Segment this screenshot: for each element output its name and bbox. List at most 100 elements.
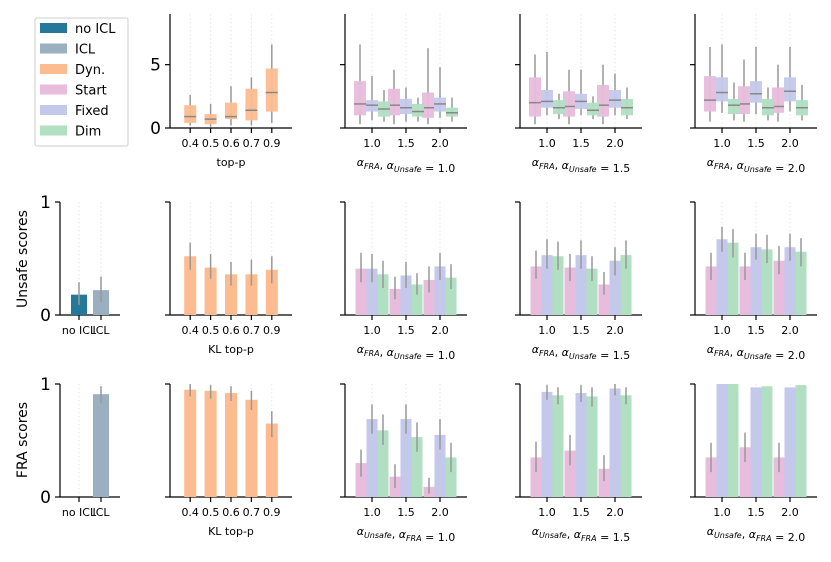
bar-dim <box>586 268 598 315</box>
x-axis-label: αUnsafe, αFRA = 1.0 <box>357 525 456 544</box>
x-tick-label: 1.5 <box>572 506 590 519</box>
bar-dim <box>445 277 457 315</box>
bar-start <box>705 266 717 315</box>
label-part: = 1.5 <box>597 162 631 175</box>
x-tick-label: 0.9 <box>263 137 281 150</box>
alpha-subscript: FRA <box>581 534 597 543</box>
legend: no ICL ICL Dyn. Start Fixed Dim <box>34 17 129 147</box>
box-start <box>597 84 609 117</box>
bar-start <box>530 457 542 497</box>
box-fixed <box>784 77 796 102</box>
x-axis-label: αFRA, αUnsafe = 1.0 <box>357 343 456 362</box>
label-part: , <box>567 528 574 541</box>
label-part: , <box>380 159 387 172</box>
bar-start <box>355 268 367 315</box>
box-dim <box>412 103 424 117</box>
x-tick-label: 0.5 <box>202 324 220 337</box>
alpha-subscript: FRA <box>714 349 730 358</box>
alpha-symbol: α <box>707 343 715 356</box>
x-tick-label: 1.5 <box>397 137 415 150</box>
alpha-subscript: Unsafe <box>744 165 772 174</box>
x-tick-label: 1.5 <box>572 137 590 150</box>
bar-dim <box>761 386 773 497</box>
bar-fixed <box>716 384 728 497</box>
bar <box>93 394 109 497</box>
x-tick-label: 0.9 <box>263 506 281 519</box>
x-tick-label: 1.5 <box>747 506 765 519</box>
alpha-symbol: α <box>562 346 570 359</box>
x-tick-label: 0.5 <box>202 506 220 519</box>
box-dyn <box>245 88 258 121</box>
alpha-subscript: Unsafe <box>569 352 597 361</box>
bar-fixed <box>575 255 587 315</box>
legend-label: Fixed <box>75 104 109 119</box>
alpha-symbol: α <box>737 346 745 359</box>
x-axis-label: αFRA, αUnsafe = 2.0 <box>707 156 806 175</box>
bar-dim <box>377 274 389 315</box>
alpha-subscript: FRA <box>756 534 772 543</box>
row-label-unsafe: Unsafe scores <box>15 210 31 308</box>
box-start <box>388 88 400 116</box>
alpha-symbol: α <box>707 156 715 169</box>
alpha-symbol: α <box>749 528 757 541</box>
legend-label: Dyn. <box>75 63 105 78</box>
bar-fixed <box>609 388 621 497</box>
x-axis-label: αFRA, αUnsafe = 1.5 <box>532 156 631 175</box>
legend-label: Start <box>75 84 107 99</box>
alpha-symbol: α <box>532 343 540 356</box>
x-tick-label: 2.0 <box>781 324 799 337</box>
alpha-symbol: α <box>357 343 365 356</box>
label-part: , <box>392 528 399 541</box>
bar-start <box>773 457 785 497</box>
x-axis-label: top-p <box>217 156 246 169</box>
bar-start <box>705 457 717 497</box>
x-tick-label: 0.6 <box>222 506 240 519</box>
bar-fixed <box>609 260 621 315</box>
x-tick-label: 1.0 <box>538 324 556 337</box>
bar-dim <box>620 395 632 497</box>
bar-fixed <box>541 391 553 497</box>
alpha-symbol: α <box>574 528 582 541</box>
bar-start <box>355 463 367 497</box>
bar-dim <box>586 396 598 497</box>
bar-dim <box>411 284 423 315</box>
bar-fixed <box>434 266 446 315</box>
x-tick-label: no ICL <box>62 324 97 337</box>
box-dim <box>728 98 740 115</box>
bar-dyn <box>245 399 258 497</box>
x-tick-label: 1.0 <box>538 506 556 519</box>
y-tick-label: 1 <box>40 193 51 213</box>
x-tick-label: no ICL <box>62 506 97 519</box>
x-tick-label: 0.4 <box>181 324 199 337</box>
x-tick-label: 2.0 <box>606 506 624 519</box>
box-start <box>738 86 750 115</box>
bar-start <box>423 279 435 315</box>
bar-dim <box>552 256 564 315</box>
x-tick-label: 1.5 <box>397 324 415 337</box>
legend-swatch <box>40 23 67 33</box>
box-start <box>529 77 541 117</box>
alpha-subscript: Unsafe <box>394 165 422 174</box>
x-tick-label: 0.6 <box>222 137 240 150</box>
label-part: = 2.0 <box>772 162 806 175</box>
x-tick-label: 0.4 <box>181 137 199 150</box>
x-axis-label: KL top-p <box>208 343 254 356</box>
y-tick-label: 0 <box>40 488 51 508</box>
x-tick-label: 0.7 <box>243 506 261 519</box>
x-tick-label: 2.0 <box>781 137 799 150</box>
bar-fixed <box>575 393 587 497</box>
alpha-symbol: α <box>562 159 570 172</box>
label-part: = 1.5 <box>597 349 631 362</box>
label-part: = 1.5 <box>597 531 631 544</box>
box-start <box>422 92 434 118</box>
panel-box-topp: 0 5 0.4 0.5 0.6 0.7 0.9 top-p <box>150 14 292 169</box>
box-dyn <box>265 68 278 112</box>
x-axis-label: αFRA, αUnsafe = 1.0 <box>357 156 456 175</box>
box-fixed <box>716 77 728 102</box>
bar-dyn <box>265 423 278 497</box>
alpha-symbol: α <box>357 156 365 169</box>
